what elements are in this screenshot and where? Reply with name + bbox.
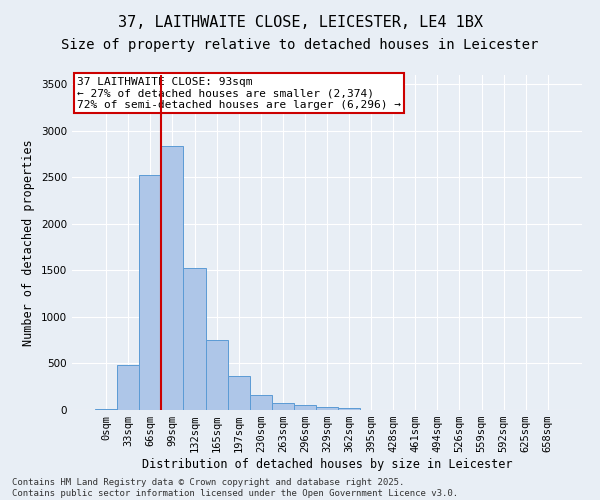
Bar [294,405,316,410]
Bar [227,376,250,410]
Bar [272,403,294,410]
Text: 37 LAITHWAITE CLOSE: 93sqm
← 27% of detached houses are smaller (2,374)
72% of s: 37 LAITHWAITE CLOSE: 93sqm ← 27% of deta… [77,76,401,110]
Bar [95,409,117,410]
X-axis label: Distribution of detached houses by size in Leicester: Distribution of detached houses by size … [142,458,512,471]
Text: Contains HM Land Registry data © Crown copyright and database right 2025.
Contai: Contains HM Land Registry data © Crown c… [12,478,458,498]
Text: Size of property relative to detached houses in Leicester: Size of property relative to detached ho… [61,38,539,52]
Bar [316,406,338,410]
Text: 37, LAITHWAITE CLOSE, LEICESTER, LE4 1BX: 37, LAITHWAITE CLOSE, LEICESTER, LE4 1BX [118,15,482,30]
Bar [338,408,360,410]
Bar [206,340,227,410]
Bar [161,146,184,410]
Bar [139,176,161,410]
Bar [250,395,272,410]
Bar [117,366,139,410]
Y-axis label: Number of detached properties: Number of detached properties [22,139,35,346]
Bar [184,268,206,410]
